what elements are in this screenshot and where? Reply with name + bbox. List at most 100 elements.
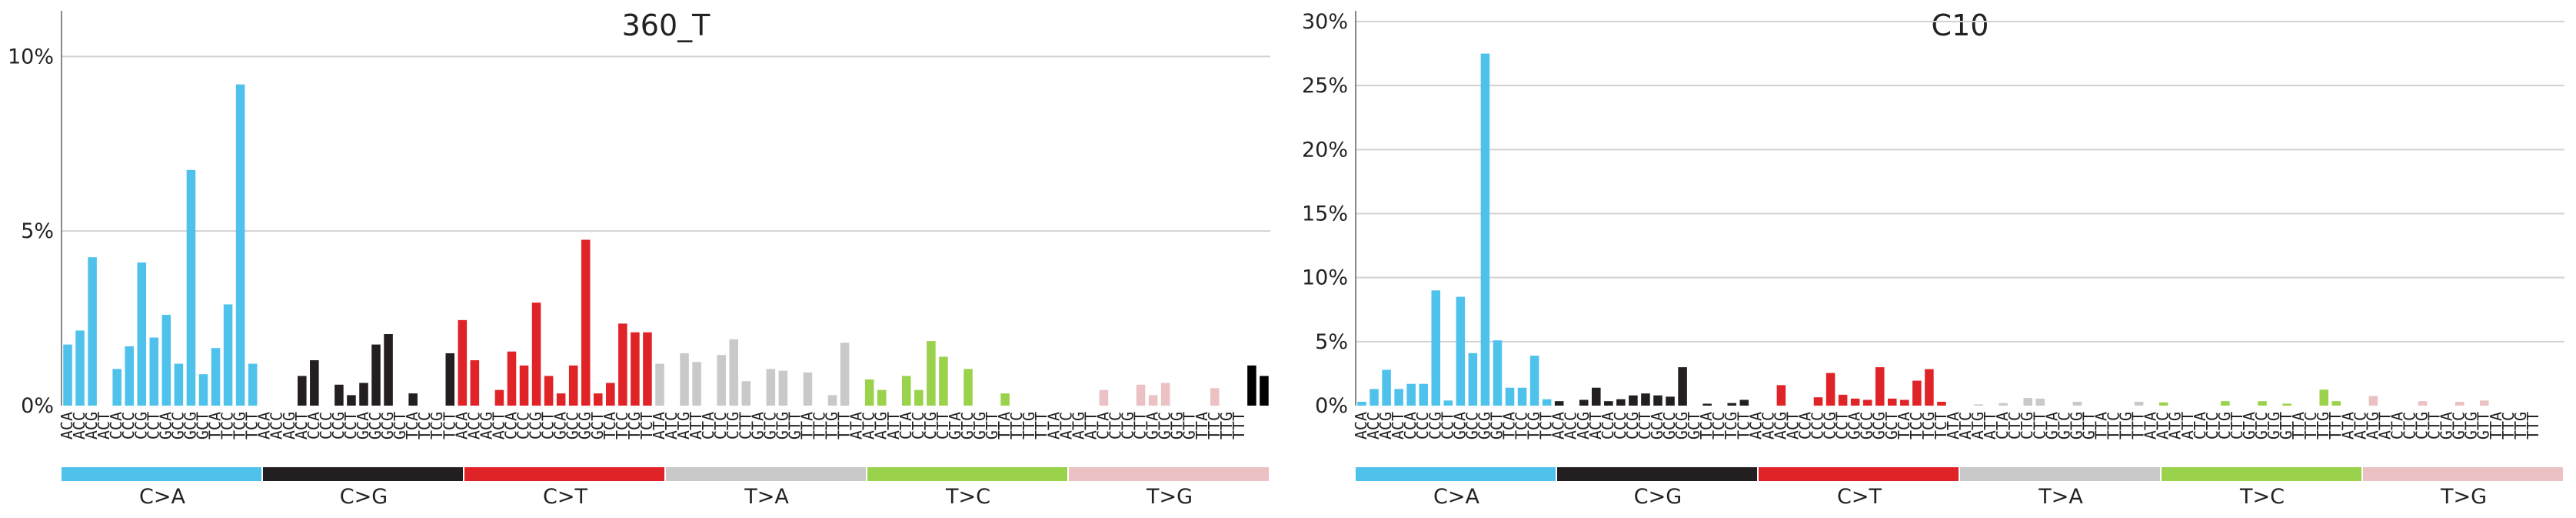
x-tick-label: GCC	[1858, 412, 1876, 439]
x-tick-label: GCT	[391, 412, 409, 439]
x-tick-label: TCG	[1722, 412, 1740, 439]
y-tick-label: 5%	[1315, 330, 1348, 354]
bar-GTA	[1148, 395, 1158, 406]
x-tick-label: ATT	[1081, 412, 1100, 439]
x-tick-label: TTG	[2511, 412, 2530, 439]
x-tick-label: TCC	[415, 412, 434, 439]
bar-TCA	[606, 383, 615, 406]
x-tick-label: TTT	[1032, 412, 1050, 439]
x-tick-label: TCA	[1500, 412, 1519, 439]
bar-ACG	[1776, 385, 1786, 406]
bar-GCG	[581, 239, 591, 406]
x-tick-label: ACC	[268, 412, 286, 439]
bar-TCA	[1900, 399, 1909, 406]
x-tick-label: CCT	[144, 412, 162, 439]
x-tick-label: CTG	[2018, 412, 2036, 439]
x-tick-label: GTA	[2240, 412, 2258, 439]
x-tick-label: GTG	[1168, 412, 1186, 439]
x-tick-label: ATC	[1956, 412, 1975, 439]
bar-TCT	[1542, 399, 1552, 406]
x-tick-label: TCT	[440, 412, 458, 439]
chart-title: C10	[1932, 8, 1989, 42]
x-tick-label: ATA	[2142, 412, 2160, 439]
chart-panel-1: 360_T0%5%10%ACAACCACGACTCCACCCCCGCCTGCAG…	[8, 8, 1270, 509]
bar-GTT	[2479, 400, 2489, 406]
bar-TCC	[1517, 387, 1527, 406]
x-tick-label: GTA	[946, 412, 964, 439]
x-tick-label: CCT	[1833, 412, 1852, 439]
bar-TTT	[2134, 402, 2144, 406]
x-tick-label: TCA	[1697, 412, 1716, 439]
x-tick-label: GCG	[1672, 412, 1691, 439]
bar-TTA	[803, 372, 813, 406]
x-tick-label: TCG	[428, 412, 446, 439]
x-tick-label: ACG	[82, 412, 101, 439]
bar-ACA	[1357, 402, 1366, 406]
x-tick-label: GTC	[2450, 412, 2468, 439]
x-tick-label: TTT	[1230, 412, 1248, 439]
bar-GCA	[1653, 395, 1662, 406]
x-tick-label: CCT	[1636, 412, 1654, 439]
bar-ATT	[692, 362, 701, 406]
x-tick-label: CCA	[107, 412, 125, 439]
x-tick-label: CTA	[1993, 412, 2012, 439]
x-tick-label: TTG	[2314, 412, 2332, 439]
y-tick-label: 5%	[21, 219, 54, 243]
bar-TCC	[223, 304, 233, 406]
bar-GCC	[568, 365, 578, 406]
y-tick-label: 10%	[8, 45, 54, 69]
x-tick-label: ATA	[847, 412, 866, 439]
x-tick-label: ACA	[452, 412, 471, 439]
x-tick-label: CTT	[2228, 412, 2246, 439]
x-tick-label: TTT	[2524, 412, 2542, 439]
x-tick-label: TCT	[1734, 412, 1752, 439]
bar-CCC	[1616, 399, 1626, 406]
mutation-type-label: C>A	[1433, 485, 1479, 509]
x-tick-label: GCG	[181, 412, 199, 439]
bar-GTT	[2282, 403, 2291, 406]
x-tick-label: CCC	[514, 412, 533, 439]
mutation-type-strip	[867, 467, 1067, 481]
x-tick-label: GCG	[378, 412, 397, 439]
bar-GCA	[359, 383, 368, 406]
x-tick-label: ACA	[1746, 412, 1765, 439]
mutation-type-label: T>A	[2038, 485, 2083, 509]
x-tick-label: CCA	[1796, 412, 1814, 439]
x-tick-label: TTG	[823, 412, 841, 439]
bar-CTT	[2035, 398, 2045, 406]
bar-ACC	[75, 330, 85, 406]
x-tick-label: CTG	[921, 412, 940, 439]
x-tick-label: GTC	[1156, 412, 1174, 439]
mutation-type-strip	[2162, 467, 2361, 481]
bar-GCC	[1666, 396, 1675, 406]
x-tick-label: ATC	[2351, 412, 2369, 439]
bar-ATG	[1974, 404, 1983, 406]
x-tick-label: GTT	[2474, 412, 2493, 439]
x-tick-label: CCA	[501, 412, 520, 439]
x-tick-label: ATA	[650, 412, 668, 439]
x-tick-label: ATC	[2154, 412, 2172, 439]
x-tick-label: ATT	[2178, 412, 2197, 439]
bar-TCT	[445, 353, 455, 406]
bar-ACC	[470, 360, 480, 406]
bar-GTC	[2455, 402, 2465, 406]
bar-ACG	[1579, 399, 1589, 406]
x-tick-label: GCG	[1870, 412, 1889, 439]
x-tick-label: GCG	[1475, 412, 1493, 439]
bar-TCT	[248, 363, 258, 406]
bar-CCG	[1825, 373, 1835, 406]
x-tick-label: ACT	[292, 412, 311, 439]
mutation-type-label: C>T	[543, 485, 587, 509]
bar-CCC	[1813, 397, 1823, 406]
bar-CTG	[2418, 401, 2428, 406]
x-tick-label: GCA	[156, 412, 175, 439]
y-tick-label: 10%	[1302, 266, 1348, 290]
bar-undefined	[1247, 365, 1256, 406]
x-tick-label: ATC	[662, 412, 681, 439]
x-tick-label: CTT	[934, 412, 952, 439]
x-tick-label: TCA	[601, 412, 619, 439]
bar-CCT	[149, 337, 159, 406]
x-tick-label: TCG	[1525, 412, 1543, 439]
x-tick-label: GCC	[366, 412, 384, 439]
